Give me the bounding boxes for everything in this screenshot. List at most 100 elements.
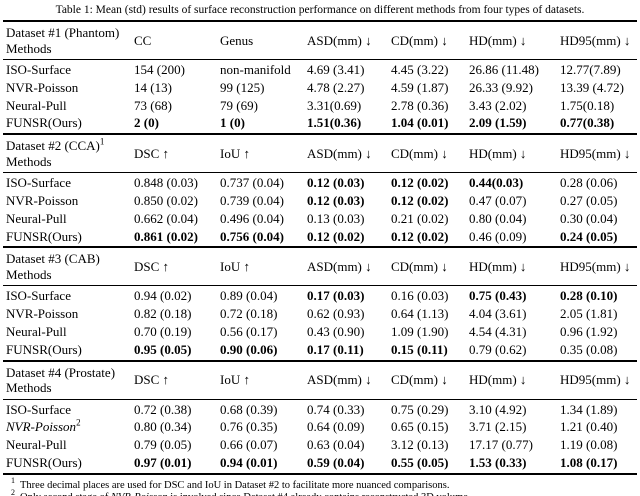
method-name: FUNSR(Ours) bbox=[3, 453, 134, 475]
dataset4-title: Dataset #4 (Prostate) bbox=[6, 364, 116, 380]
metric-cell: 0.72 (0.18) bbox=[220, 306, 278, 322]
metric-cell: 4.04 (3.61) bbox=[469, 306, 527, 322]
footnote-text: is involved since Dataset #4 already con… bbox=[168, 492, 470, 496]
metric-cell: 0.12 (0.03) bbox=[307, 175, 365, 191]
method-name: ISO-Surface bbox=[6, 288, 71, 304]
metric-cell: 1 (0) bbox=[220, 115, 245, 131]
metric-cell: 4.45 (3.22) bbox=[391, 62, 449, 77]
metric-cell: 0.30 (0.04) bbox=[560, 210, 618, 226]
metric-cell: 0.496 (0.04) bbox=[220, 210, 284, 226]
metric-cell: 0.90 (0.06) bbox=[220, 341, 278, 357]
method-name: NVR-Poisson bbox=[6, 192, 79, 208]
metric-cell: 0.24 (0.05) bbox=[560, 228, 618, 244]
metric-cell: 0.64 (0.09) bbox=[307, 419, 365, 435]
metric-cell: 0.97 (0.01) bbox=[134, 453, 220, 475]
column-header: CD(mm) ↓ bbox=[391, 246, 469, 287]
metric-cell: 13.39 (4.72) bbox=[560, 79, 624, 95]
metric-cell: 1.34 (1.89) bbox=[560, 401, 618, 417]
method-name: Neural-Pull bbox=[6, 210, 67, 226]
metric-cell: 0.75 (0.43) bbox=[469, 288, 527, 304]
table-row: ISO-Surface 0.94 (0.02) 0.89 (0.04) 0.17… bbox=[3, 286, 637, 305]
metric-cell: 154 (200) bbox=[134, 62, 185, 77]
metric-cell: 0.43 (0.90) bbox=[307, 323, 365, 339]
metric-cell: 1.19 (0.08) bbox=[560, 437, 618, 453]
footnote-text: Three decimal places are used for DSC an… bbox=[20, 479, 450, 491]
column-header: DSC ↑ bbox=[134, 246, 220, 287]
column-header: HD(mm) ↓ bbox=[469, 133, 560, 174]
column-header: ASD(mm) ↓ bbox=[307, 20, 391, 60]
table-row: ISO-Surface 0.72 (0.38) 0.68 (0.39) 0.74… bbox=[3, 399, 637, 418]
table-row: FUNSR(Ours) 2 (0) 1 (0) 1.51(0.36) 1.04 … bbox=[3, 114, 637, 134]
column-header: CC bbox=[134, 20, 220, 60]
metric-cell: 4.54 (4.31) bbox=[469, 323, 527, 339]
table-row: FUNSR(Ours) 0.97 (0.01) 0.94 (0.01) 0.59… bbox=[3, 453, 637, 475]
metric-cell: 0.63 (0.04) bbox=[307, 437, 365, 453]
metric-cell: 0.76 (0.35) bbox=[220, 419, 278, 435]
metric-cell: 3.12 (0.13) bbox=[391, 437, 449, 453]
column-header: CD(mm) ↓ bbox=[391, 359, 469, 400]
metric-cell: 0.15 (0.11) bbox=[391, 341, 448, 357]
metric-cell: 0.21 (0.02) bbox=[391, 210, 449, 226]
column-header: HD95(mm) ↓ bbox=[560, 246, 637, 287]
methods-label: Methods bbox=[6, 266, 52, 282]
footnote-marker: 2 bbox=[11, 488, 15, 496]
table-row: ISO-Surface 0.848 (0.03) 0.737 (0.04) 0.… bbox=[3, 173, 637, 192]
table-row: NVR-Poisson 14 (13) 99 (125) 4.78 (2.27)… bbox=[3, 79, 637, 97]
column-header: DSC ↑ bbox=[134, 133, 220, 174]
method-name: FUNSR(Ours) bbox=[6, 115, 82, 131]
footnote-marker: 1 bbox=[99, 136, 105, 147]
column-header: HD95(mm) ↓ bbox=[560, 359, 637, 400]
methods-label: Methods bbox=[6, 40, 52, 56]
column-header: ASD(mm) ↓ bbox=[307, 133, 391, 174]
metric-cell: 0.12 (0.02) bbox=[391, 175, 449, 191]
column-header: Genus bbox=[220, 20, 307, 60]
metric-cell: 0.737 (0.04) bbox=[220, 175, 284, 191]
metric-cell: 1.09 (1.90) bbox=[391, 323, 449, 339]
table-row: FUNSR(Ours) 0.861 (0.02) 0.756 (0.04) 0.… bbox=[3, 228, 637, 248]
metric-cell: 2.05 (1.81) bbox=[560, 306, 618, 322]
footnote-text: Only second stage of bbox=[20, 492, 111, 496]
column-header: IoU ↑ bbox=[220, 359, 307, 400]
metric-cell: 0.89 (0.04) bbox=[220, 288, 278, 304]
column-header: CD(mm) ↓ bbox=[391, 133, 469, 174]
metric-cell: 0.62 (0.93) bbox=[307, 306, 365, 322]
metric-cell: 0.12 (0.03) bbox=[307, 192, 365, 208]
column-header: HD95(mm) ↓ bbox=[560, 133, 637, 174]
column-header: HD(mm) ↓ bbox=[469, 246, 560, 287]
column-header: IoU ↑ bbox=[220, 133, 307, 174]
footnote-2: 2 Only second stage of NVR-Poisson is inv… bbox=[11, 489, 637, 496]
metric-cell: non-manifold bbox=[220, 62, 291, 77]
footnote-marker: 1 bbox=[11, 476, 15, 486]
metric-cell: 0.96 (1.92) bbox=[560, 323, 618, 339]
column-header: ASD(mm) ↓ bbox=[307, 246, 391, 287]
metric-cell: 1.08 (0.17) bbox=[560, 453, 637, 475]
metric-cell: 0.28 (0.10) bbox=[560, 288, 618, 304]
metric-cell: 4.78 (2.27) bbox=[307, 79, 365, 95]
methods-label: Methods bbox=[6, 380, 52, 396]
metric-cell: 0.80 (0.04) bbox=[469, 210, 527, 226]
metric-cell: 12.77(7.89) bbox=[560, 62, 621, 77]
footnote-italic-term: NVR-Poisson bbox=[111, 492, 168, 496]
metric-cell: 73 (68) bbox=[134, 97, 172, 113]
table-row: Neural-Pull 0.79 (0.05) 0.66 (0.07) 0.63… bbox=[3, 436, 637, 454]
results-table: Dataset #1 (Phantom) Methods CC Genus AS… bbox=[3, 20, 637, 475]
method-name: FUNSR(Ours) bbox=[6, 228, 82, 244]
metric-cell: 3.31(0.69) bbox=[307, 97, 362, 113]
column-header: ASD(mm) ↓ bbox=[307, 359, 391, 400]
method-name: ISO-Surface bbox=[6, 62, 71, 77]
metric-cell: 0.77(0.38) bbox=[560, 115, 615, 131]
metric-cell: 0.27 (0.05) bbox=[560, 192, 618, 208]
metric-cell: 0.756 (0.04) bbox=[220, 228, 284, 244]
dataset1-header-cell: Dataset #1 (Phantom) Methods bbox=[3, 20, 134, 60]
metric-cell: 26.86 (11.48) bbox=[469, 62, 539, 77]
column-header: HD(mm) ↓ bbox=[469, 359, 560, 400]
method-name: Neural-Pull bbox=[6, 437, 67, 453]
column-header: IoU ↑ bbox=[220, 246, 307, 287]
footnote-1: 1 Three decimal places are used for DSC a… bbox=[11, 477, 637, 492]
column-header: CD(mm) ↓ bbox=[391, 20, 469, 60]
metric-cell: 1.04 (0.01) bbox=[391, 115, 449, 131]
metric-cell: 0.66 (0.07) bbox=[220, 437, 278, 453]
metric-cell: 0.16 (0.03) bbox=[391, 288, 449, 304]
metric-cell: 0.12 (0.02) bbox=[391, 192, 449, 208]
dataset2-title: Dataset #2 (CCA) bbox=[6, 138, 100, 154]
